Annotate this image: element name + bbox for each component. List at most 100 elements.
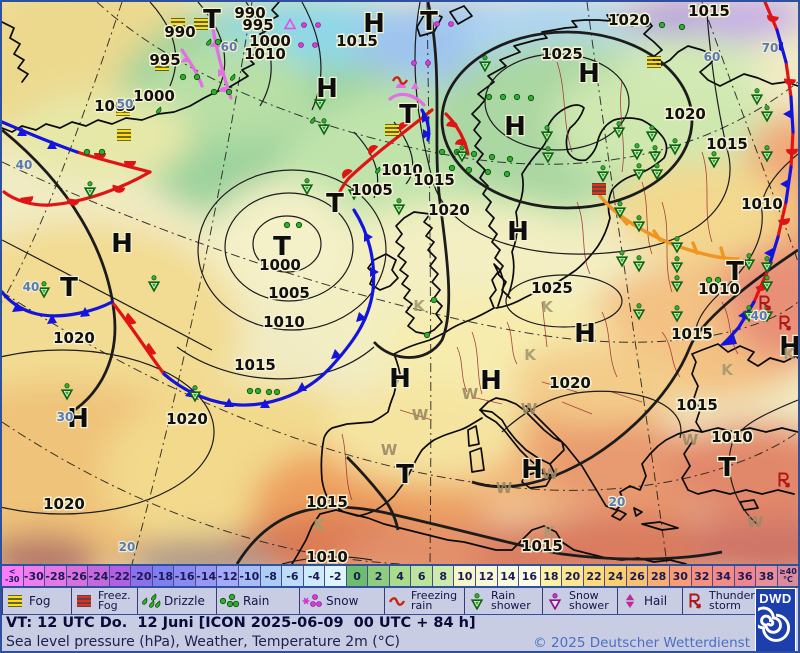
pressure-label: 990 xyxy=(234,4,265,22)
wx-rain-symbol xyxy=(503,170,511,178)
pressure-center-H: H xyxy=(507,217,529,247)
wx-snowdot-symbol xyxy=(298,42,304,48)
legend-item-rain: Rain xyxy=(217,588,300,614)
wx-snowdot-symbol xyxy=(315,22,321,28)
pressure-label: 1000 xyxy=(249,32,291,50)
legend-item-fzfog: Freez. Fog xyxy=(72,588,138,614)
footer-validity: VT: 12 UTC Do. 12 Juni [ICON 2025-06-09 … xyxy=(6,615,476,631)
wx-rain-symbol xyxy=(488,153,496,161)
pressure-label: 990 xyxy=(164,23,195,41)
scale-cell: 0 xyxy=(346,566,369,586)
scale-cell: 18 xyxy=(540,566,563,586)
latitude-label: 60 xyxy=(704,50,721,64)
scale-cell: -16 xyxy=(174,566,196,586)
scale-cell: -18 xyxy=(152,566,175,586)
wx-rain-symbol xyxy=(193,73,201,81)
pressure-center-T: T xyxy=(203,5,221,35)
pressure-label: 1015 xyxy=(413,171,455,189)
wx-rain-symbol xyxy=(430,296,438,304)
legend-item-thunder: Thunder storm xyxy=(683,588,757,614)
latitude-label: 20 xyxy=(609,495,626,509)
scale-cell: 20 xyxy=(562,566,584,586)
pressure-label: 1010 xyxy=(263,313,305,331)
pressure-center-H: H xyxy=(389,364,411,394)
pressure-label: 1015 xyxy=(671,325,713,343)
wx-snowdot-symbol xyxy=(312,42,318,48)
wx-rain-symbol xyxy=(283,221,291,229)
pressure-label: 1015 xyxy=(688,2,730,20)
wx-fog-symbol xyxy=(383,124,401,136)
wx-rain-symbol xyxy=(179,73,187,81)
scale-cell: -28 xyxy=(45,566,67,586)
pressure-center-H: H xyxy=(363,9,385,39)
airmass-label-K: K xyxy=(524,346,537,364)
pressure-label: 1020 xyxy=(549,374,591,392)
legend-label: Snow shower xyxy=(569,589,609,612)
scale-cell: 2 xyxy=(368,566,390,586)
pressure-center-H: H xyxy=(111,229,133,259)
pressure-label: 1020 xyxy=(664,105,706,123)
fzfog-icon xyxy=(74,593,96,610)
wx-rain-symbol xyxy=(448,164,456,172)
scale-cell: 36 xyxy=(734,566,757,586)
wx-rain-symbol xyxy=(527,94,535,102)
wx-rain-symbol xyxy=(210,88,218,96)
fronts xyxy=(2,2,798,408)
wx-rain-symbol xyxy=(225,88,233,96)
drizzle-icon xyxy=(140,593,162,610)
wx-rain-symbol xyxy=(678,23,686,31)
scale-cell: ≥40 °C xyxy=(777,566,798,586)
wx-rain-symbol xyxy=(273,388,281,396)
scale-cell: -8 xyxy=(260,566,283,586)
country-borders xyxy=(341,61,739,501)
scale-cell: 24 xyxy=(605,566,627,586)
pressure-label: 1015 xyxy=(234,356,276,374)
latitude-label: 30 xyxy=(57,410,74,424)
thunder-icon xyxy=(685,593,707,610)
pressure-center-H: H xyxy=(316,74,338,104)
map-labels: 9909909959951000100010051010101510051010… xyxy=(14,2,798,564)
airmass-label-W: W xyxy=(496,479,513,497)
legend-item-hail: Hail xyxy=(618,588,683,614)
wx-rain-symbol xyxy=(658,21,666,29)
latitude-label: 40 xyxy=(16,158,33,172)
pressure-center-T: T xyxy=(399,100,417,130)
pressure-label: 1015 xyxy=(521,537,563,555)
scale-cell: 14 xyxy=(497,566,520,586)
wx-rain-symbol xyxy=(499,93,507,101)
scale-cell: -24 xyxy=(88,566,110,586)
pressure-label: 1025 xyxy=(541,45,583,63)
scale-cell: 6 xyxy=(411,566,433,586)
pressure-center-T: T xyxy=(396,460,414,490)
legend-label: Freezing rain xyxy=(411,589,458,612)
airmass-label-K: K xyxy=(541,298,554,316)
pressure-label: 1015 xyxy=(706,135,748,153)
footer-copyright: © 2025 Deutscher Wetterdienst xyxy=(533,635,750,651)
pressure-label: 1015 xyxy=(336,32,378,50)
scale-cell: 34 xyxy=(713,566,735,586)
airmass-label-W: W xyxy=(542,465,559,483)
airmass-label-K: K xyxy=(313,516,326,534)
airmass-label-W: W xyxy=(381,441,398,459)
scale-cell: -12 xyxy=(217,566,240,586)
scale-cell: -20 xyxy=(131,566,153,586)
fog-icon xyxy=(5,593,27,610)
pressure-center-T: T xyxy=(718,453,736,483)
wx-fog-symbol xyxy=(115,129,133,141)
legend-label: Rain shower xyxy=(491,589,531,612)
pressure-label: 1010 xyxy=(381,161,423,179)
wx-rain-symbol xyxy=(246,387,254,395)
pressure-label: 1015 xyxy=(676,396,718,414)
legend-label: Thunder storm xyxy=(709,589,755,612)
pressure-center-T: T xyxy=(273,232,291,262)
wx-rain-symbol xyxy=(265,388,273,396)
rainshower-icon xyxy=(467,593,489,610)
rain-icon xyxy=(219,593,241,610)
scale-cell: -2 xyxy=(325,566,347,586)
wx-fog-symbol xyxy=(645,56,663,68)
legend-item-fzrain: Freezing rain xyxy=(385,588,465,614)
scale-cell: -6 xyxy=(282,566,304,586)
warm-front-markers xyxy=(20,14,798,355)
pressure-center-H: H xyxy=(779,332,798,362)
graticule xyxy=(2,2,798,564)
